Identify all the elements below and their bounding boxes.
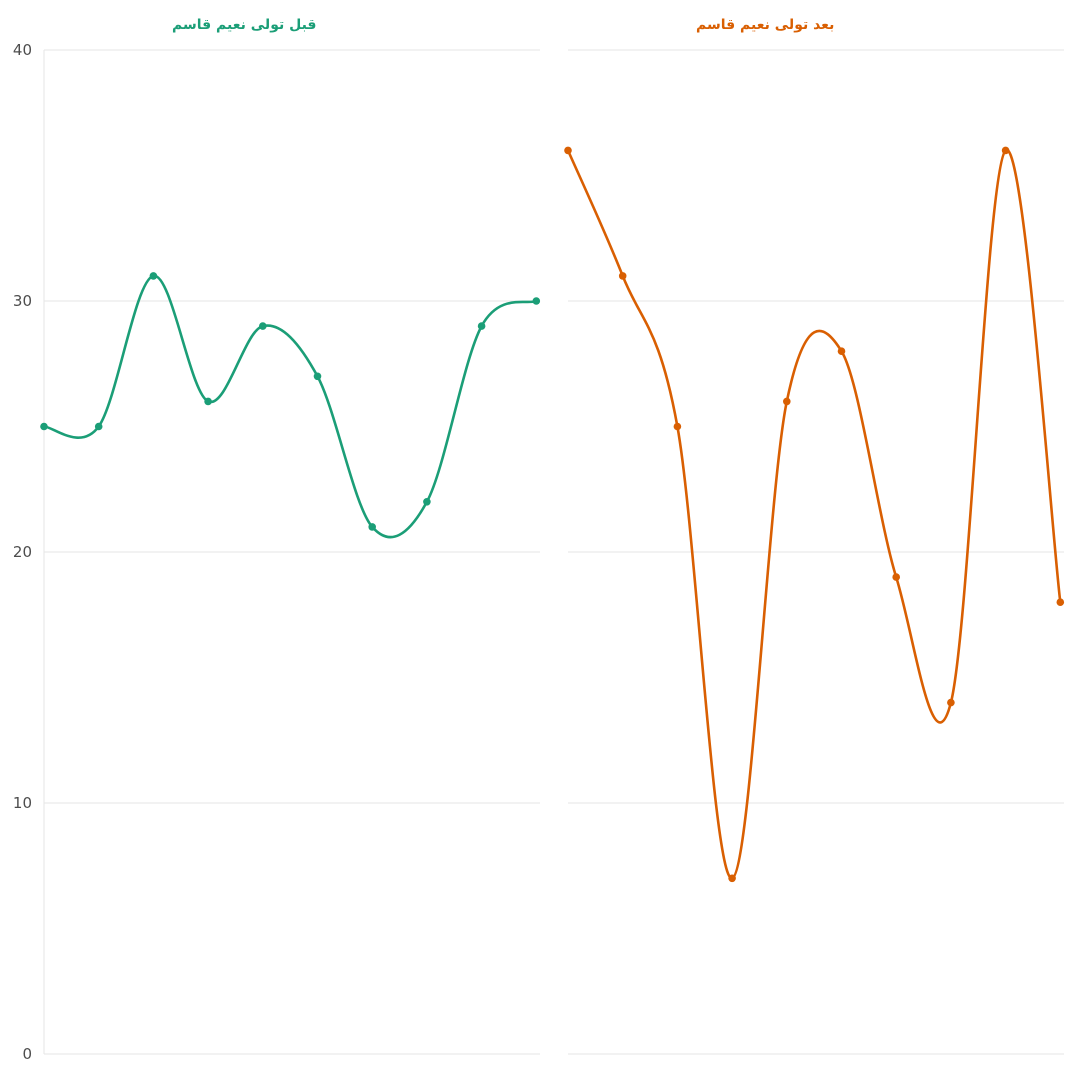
data-point[interactable] [1056, 598, 1065, 606]
data-point[interactable] [728, 874, 736, 883]
data-point[interactable] [204, 397, 212, 406]
data-point[interactable] [1001, 146, 1010, 155]
data-point[interactable] [837, 347, 846, 356]
grid-layer [44, 49, 1064, 1055]
data-point[interactable] [94, 422, 103, 431]
series-line-after [566, 149, 1062, 880]
data-point[interactable] [783, 397, 791, 406]
y-tick-label: 20 [13, 543, 32, 561]
y-tick-label: 40 [13, 41, 32, 59]
data-point[interactable] [368, 523, 377, 531]
data-point[interactable] [149, 272, 158, 280]
data-point[interactable] [40, 422, 48, 431]
data-point[interactable] [477, 322, 486, 330]
data-point[interactable] [673, 422, 682, 431]
y-tick-label: 30 [13, 292, 32, 310]
data-point[interactable] [313, 372, 322, 381]
data-point[interactable] [564, 146, 572, 155]
series-line-before [42, 274, 538, 539]
y-tick-label: 10 [13, 794, 32, 812]
panel-title-before: قبل تولی نعیم قاسم [172, 17, 316, 33]
data-point[interactable] [532, 297, 541, 305]
data-point[interactable] [423, 498, 431, 506]
y-axis: 0 10 20 30 40 [13, 41, 45, 1063]
data-point[interactable] [618, 272, 627, 280]
data-point[interactable] [947, 698, 955, 707]
series-layer [40, 146, 1065, 883]
panel-titles: قبل تولی نعیم قاسم بعد تولی نعیم قاسم [172, 17, 834, 33]
panel-title-after: بعد تولی نعیم قاسم [696, 17, 834, 33]
data-point[interactable] [259, 322, 267, 330]
data-point[interactable] [892, 573, 900, 581]
y-tick-label: 0 [22, 1045, 32, 1063]
